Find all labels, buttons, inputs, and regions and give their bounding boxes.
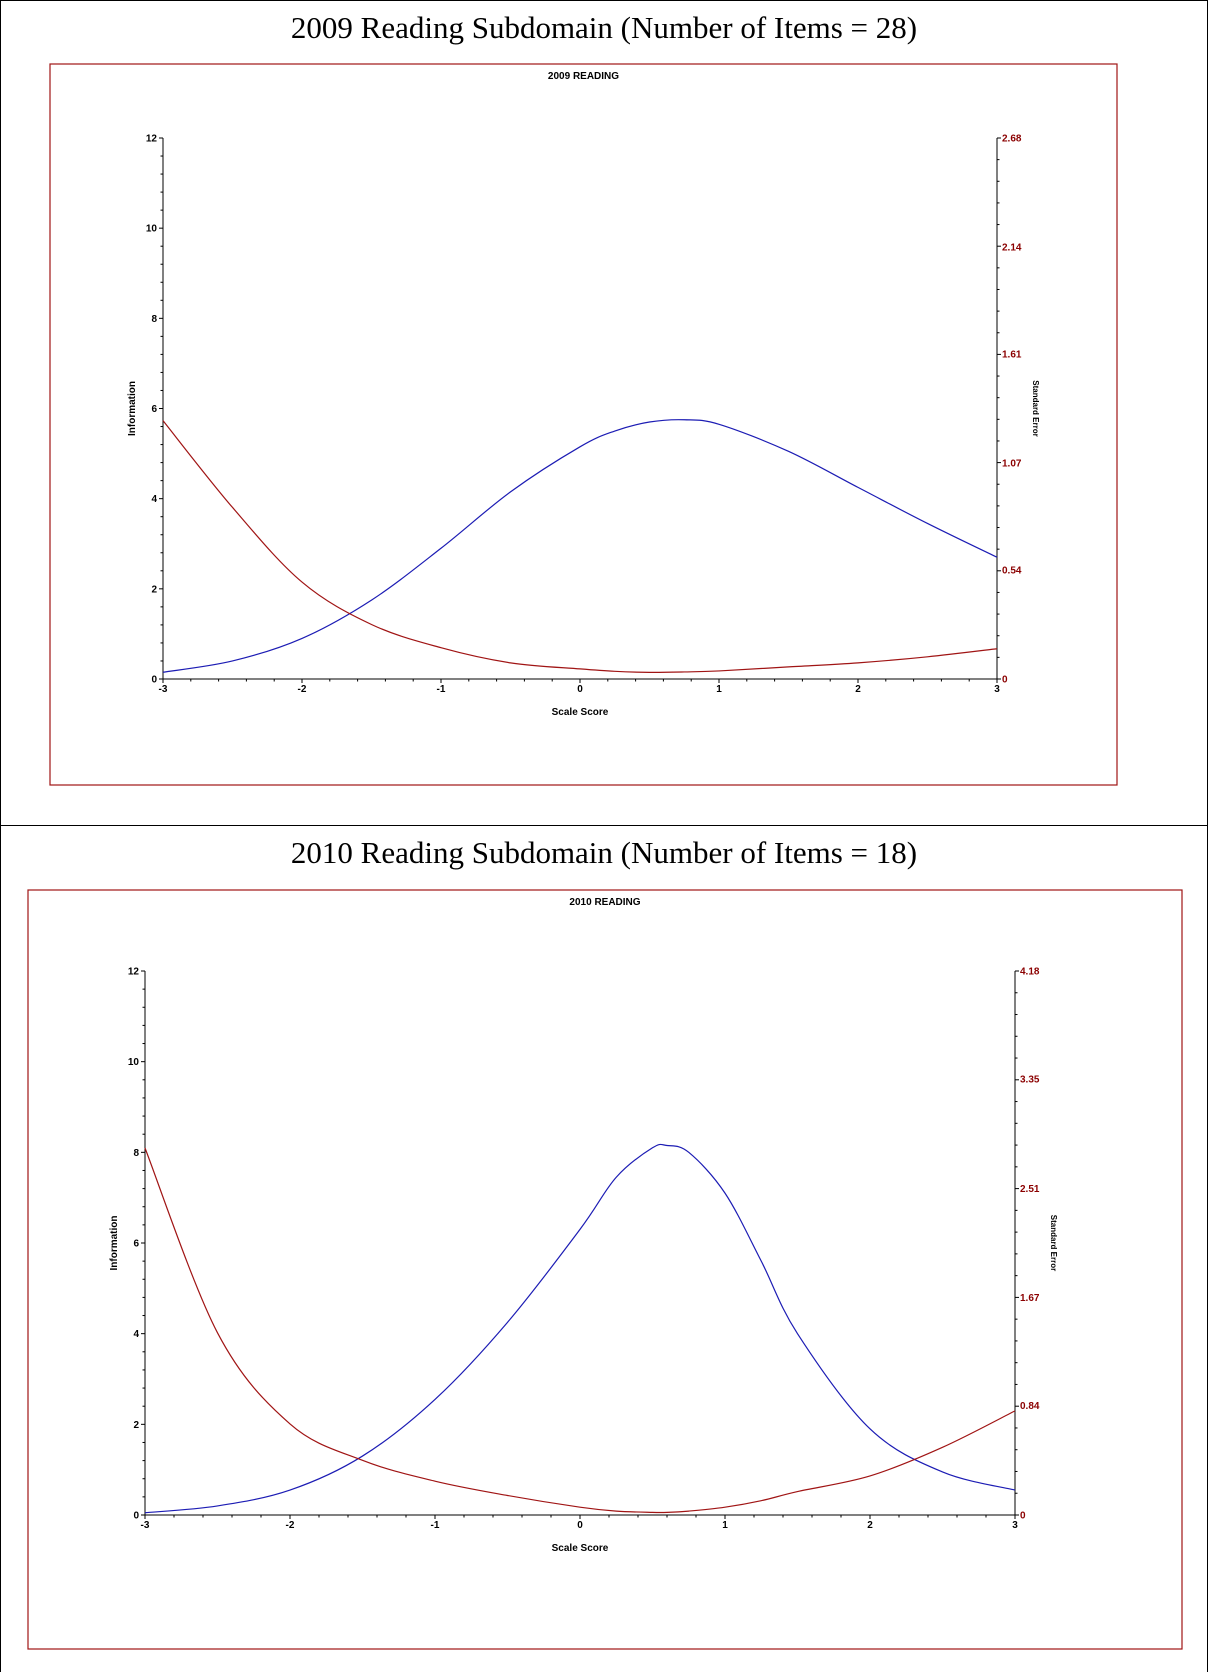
y-tick-label: 10 xyxy=(146,224,158,235)
y-tick-label: 0 xyxy=(151,675,157,686)
y2-axis-label: Standard Error xyxy=(1031,380,1040,436)
y2-tick-label: 2.14 xyxy=(1002,243,1022,254)
x-tick-label: 0 xyxy=(577,1520,583,1531)
x-tick-label: -2 xyxy=(298,684,307,695)
figure-cell-2010: 2010 Reading Subdomain (Number of Items … xyxy=(0,825,1208,1672)
y-tick-label: 4 xyxy=(151,494,157,505)
y-axis-label: Information xyxy=(109,1216,120,1271)
y2-tick-label: 1.61 xyxy=(1002,349,1022,360)
y-tick-label: 2 xyxy=(151,584,157,595)
information-chart-2009: 2009 READING02468101200.541.071.612.142.… xyxy=(49,63,1118,786)
y-tick-label: 2 xyxy=(133,1420,139,1431)
x-tick-label: 3 xyxy=(1012,1520,1018,1531)
x-tick-label: 0 xyxy=(577,684,583,695)
y-tick-label: 6 xyxy=(133,1239,139,1250)
y2-tick-label: 1.67 xyxy=(1020,1293,1040,1304)
figure-caption-2010: 2010 Reading Subdomain (Number of Items … xyxy=(290,835,918,870)
y2-tick-label: 2.68 xyxy=(1002,134,1022,145)
y-tick-label: 12 xyxy=(128,967,140,978)
y2-tick-label: 4.18 xyxy=(1020,967,1040,978)
y2-tick-label: 0.54 xyxy=(1002,565,1022,576)
y2-tick-label: 0.84 xyxy=(1020,1401,1040,1412)
y2-axis-label: Standard Error xyxy=(1049,1215,1058,1271)
figure-cell-2009: 2009 Reading Subdomain (Number of Items … xyxy=(0,0,1208,826)
y-axis-label: Information xyxy=(127,381,138,436)
chart-frame xyxy=(49,63,1118,786)
y2-tick-label: 3.35 xyxy=(1020,1075,1040,1086)
figure-caption-2009: 2009 Reading Subdomain (Number of Items … xyxy=(290,10,918,45)
y-tick-label: 4 xyxy=(133,1329,139,1340)
x-tick-label: 3 xyxy=(994,684,1000,695)
y-tick-label: 10 xyxy=(128,1057,140,1068)
x-tick-label: 1 xyxy=(716,684,722,695)
information-chart-2010: 2010 READING02468101200.841.672.513.354.… xyxy=(27,889,1183,1650)
x-tick-label: 1 xyxy=(722,1520,728,1531)
x-axis-label: Scale Score xyxy=(552,707,609,718)
chart-title: 2010 READING xyxy=(569,897,640,908)
y-tick-label: 8 xyxy=(133,1148,139,1159)
standard-error-curve xyxy=(144,1147,1016,1514)
standard-error-curve xyxy=(162,420,998,673)
x-tick-label: -1 xyxy=(431,1520,440,1531)
information-curve xyxy=(144,1143,1016,1514)
y-tick-label: 12 xyxy=(146,134,158,145)
chart-title: 2009 READING xyxy=(548,71,619,82)
y2-tick-label: 1.07 xyxy=(1002,459,1022,470)
x-axis-label: Scale Score xyxy=(552,1543,609,1554)
y2-tick-label: 0 xyxy=(1002,675,1008,686)
y2-tick-label: 0 xyxy=(1020,1511,1026,1522)
chart-frame xyxy=(27,889,1183,1650)
x-tick-label: -1 xyxy=(437,684,446,695)
x-tick-label: 2 xyxy=(855,684,861,695)
x-tick-label: 2 xyxy=(867,1520,873,1531)
x-tick-label: -3 xyxy=(159,684,168,695)
y-tick-label: 6 xyxy=(151,404,157,415)
x-tick-label: -2 xyxy=(286,1520,295,1531)
information-curve xyxy=(162,419,998,673)
y2-tick-label: 2.51 xyxy=(1020,1184,1040,1195)
y-tick-label: 8 xyxy=(151,314,157,325)
y-tick-label: 0 xyxy=(133,1511,139,1522)
x-tick-label: -3 xyxy=(141,1520,150,1531)
